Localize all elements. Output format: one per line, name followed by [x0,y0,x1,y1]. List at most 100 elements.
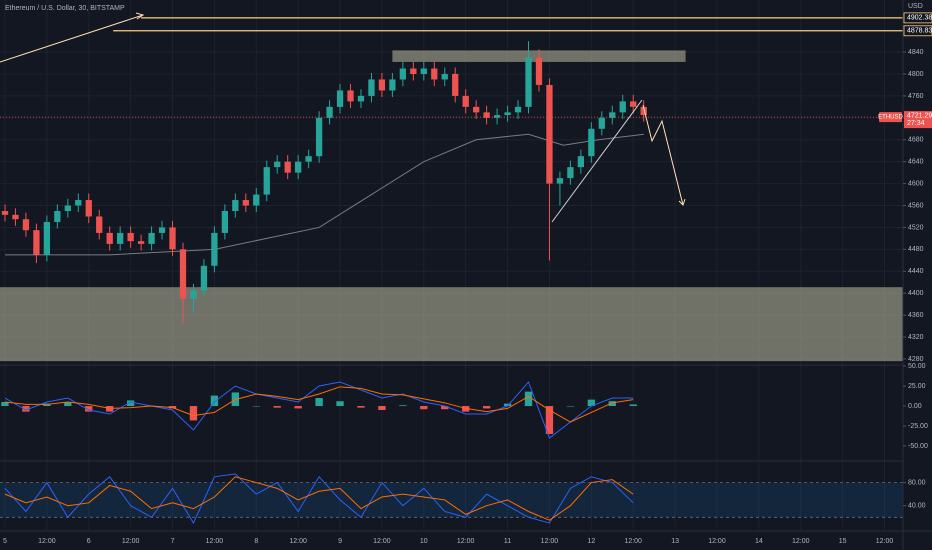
x-tick-label: 15 [839,538,847,545]
candle-body [462,95,469,107]
candle-body [1,210,9,215]
candle-body [106,232,113,244]
trend-line [551,99,643,223]
candle-body [85,200,92,217]
x-tick-label: 14 [755,538,763,545]
x-tick-label: 11 [504,538,511,545]
candle-body [33,230,40,255]
y-tick-label: 4320 [908,334,924,341]
x-tick-label: 6 [87,538,91,545]
candle-body [221,210,229,233]
indicator-line [4,381,634,439]
projection-path [642,104,684,206]
candle-body [378,79,386,91]
candle-body [399,68,407,80]
y-tick-label: 4640 [908,159,924,166]
candle-body [284,161,291,173]
y-tick-label: 4680 [908,137,924,144]
histogram-bar [85,406,93,412]
histogram-bar [64,402,72,407]
candle-body [274,161,281,168]
y-tick-label: 4600 [908,180,924,187]
candle-body [525,57,532,107]
candle-body [619,101,626,113]
histogram-bar [566,406,575,407]
candle-body [211,232,218,266]
x-tick-label: 8 [254,538,258,545]
symbol-box [879,112,902,123]
y-tick-label: 80.00 [908,479,926,486]
symbol-label: ETHUSD [878,115,903,121]
x-tick-label: 12:00 [876,538,894,545]
level-label: 4878.83 [907,28,932,35]
candle-body [137,241,145,244]
moving-average [4,133,644,256]
candle-body [326,106,333,118]
y-tick-label: 4480 [908,246,924,253]
y-tick-label: 4440 [908,268,924,275]
candle-body [630,101,637,107]
histogram-bar [252,406,260,407]
histogram-bar [357,406,365,408]
candle-body [127,232,134,242]
candle-body [483,112,490,118]
candle-body [473,106,480,113]
candle-body [389,79,396,91]
histogram-bar [399,405,407,407]
y-tick-label: 40.00 [908,503,926,510]
histogram-bar [210,395,219,407]
candle-body [295,161,302,173]
candle-body [158,227,166,233]
last-price-label: 4721.29 [907,112,932,119]
chart-header: Ethereum / U.S. Dollar, 30, BITSTAMP [5,5,125,12]
y-tick-label: 4760 [908,93,924,100]
candle-body [315,117,323,157]
x-tick-label: 12 [587,538,595,545]
y-tick-label: 4400 [908,290,924,297]
x-tick-label: 12:00 [206,538,224,545]
candle-body [441,73,448,80]
level-label-box [903,25,932,37]
candle-body [431,68,438,80]
candle-body [609,112,616,118]
candle-body [357,95,365,102]
x-tick-label: 12:00 [792,538,810,545]
drawn-arrow [0,14,144,63]
x-tick-label: 12:00 [373,538,391,545]
y-tick-label: 4560 [908,202,924,209]
histogram-bar [273,406,281,408]
oscillator-band [0,482,903,518]
plot [0,17,903,525]
x-tick-label: 12:00 [289,538,307,545]
last-price-box [904,111,932,129]
candle-body [567,167,574,179]
histogram-bar [420,406,428,410]
histogram-bar [608,401,616,407]
arrow-head [135,12,145,20]
level-label-box [903,12,932,24]
histogram-bar [189,406,198,421]
candle-body [347,90,354,102]
candle-body [43,221,51,255]
candle-body [263,167,270,195]
histogram-bar [315,398,323,407]
candle-body [190,290,197,299]
candle-body [336,90,344,107]
candle-body [305,156,312,162]
x-tick-label: 12:00 [122,538,140,545]
y-tick-label: 4280 [908,356,924,363]
x-tick-label: 9 [338,538,342,545]
candle-body [96,216,103,233]
histogram-bar [629,404,637,407]
histogram-bar [1,402,9,407]
candle-body [64,205,71,211]
y-tick-label: 4840 [908,49,924,56]
x-tick-label: 13 [671,538,679,545]
candle-body [12,214,19,220]
candle-body [493,115,501,118]
countdown-label: 27:34 [907,120,925,127]
histogram-bar [294,406,302,409]
histogram-bar [503,403,512,407]
x-tick-label: 12:00 [38,538,56,545]
